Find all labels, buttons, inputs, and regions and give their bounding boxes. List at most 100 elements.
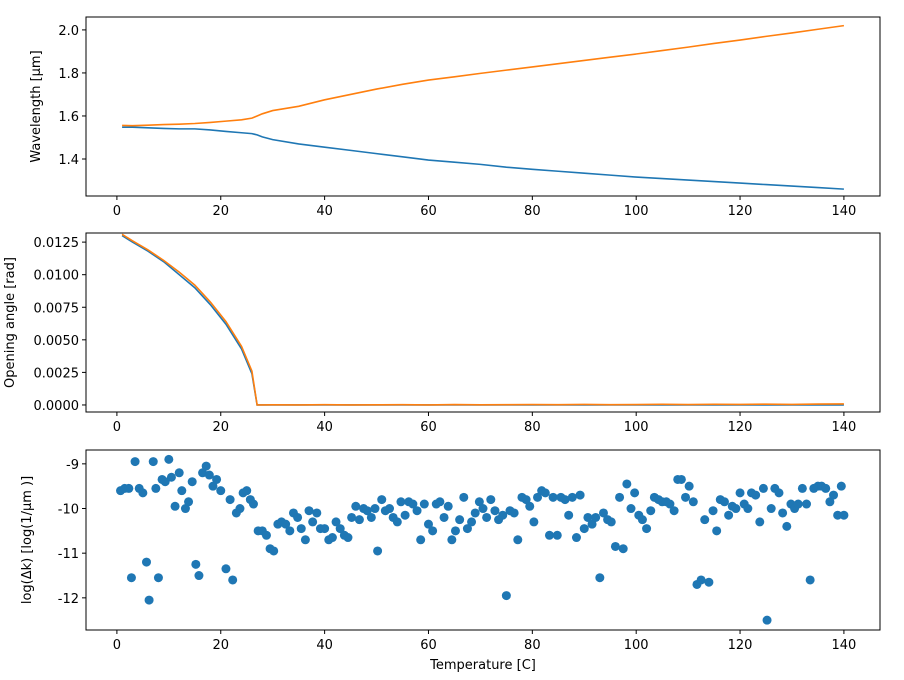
point — [396, 497, 406, 507]
point — [308, 517, 318, 527]
point — [669, 506, 679, 516]
point — [148, 457, 158, 467]
point — [606, 517, 616, 527]
point — [478, 504, 488, 514]
point — [778, 508, 788, 518]
point — [751, 490, 761, 500]
point — [630, 488, 640, 498]
point — [836, 481, 846, 491]
point — [731, 504, 741, 514]
point — [700, 515, 710, 525]
point — [416, 535, 426, 545]
y-tick-label: 1.8 — [58, 67, 79, 82]
point — [579, 524, 589, 534]
point — [450, 526, 460, 536]
point — [304, 506, 314, 516]
point — [708, 506, 718, 516]
x-tick-label: 100 — [624, 420, 649, 435]
point — [567, 492, 577, 502]
point — [327, 533, 337, 543]
point — [198, 468, 208, 478]
point — [724, 510, 734, 520]
point — [174, 468, 184, 478]
x-tick-label: 20 — [212, 204, 229, 219]
point — [248, 499, 258, 509]
point — [201, 461, 211, 471]
point — [821, 483, 831, 493]
point — [560, 495, 570, 505]
point — [646, 506, 656, 516]
y-axis-label: Opening angle [rad] — [3, 257, 18, 388]
point — [474, 497, 484, 507]
point — [529, 517, 539, 527]
point — [225, 495, 235, 505]
y-tick-label: 1.6 — [58, 110, 79, 125]
point — [362, 506, 372, 516]
point — [676, 474, 686, 484]
point — [351, 501, 361, 511]
point — [829, 490, 839, 500]
x-tick-label: 80 — [524, 204, 541, 219]
point — [743, 504, 753, 514]
point — [712, 526, 722, 536]
x-tick-label: 80 — [524, 638, 541, 653]
point — [228, 575, 238, 585]
point — [540, 488, 550, 498]
x-tick-label: 120 — [728, 204, 753, 219]
point — [459, 492, 469, 502]
point — [153, 573, 163, 583]
point — [797, 483, 807, 493]
point — [839, 510, 849, 520]
x-tick-label: 120 — [728, 420, 753, 435]
point — [802, 499, 812, 509]
point — [130, 457, 140, 467]
point — [366, 512, 376, 522]
point — [177, 486, 187, 496]
point — [513, 535, 523, 545]
point — [470, 508, 480, 518]
point — [443, 501, 453, 511]
x-tick-label: 80 — [524, 420, 541, 435]
point — [521, 495, 531, 505]
point — [782, 521, 792, 531]
point — [221, 564, 231, 574]
x-tick-label: 100 — [624, 204, 649, 219]
point — [235, 504, 245, 514]
point — [610, 541, 620, 551]
point — [354, 515, 364, 525]
x-tick-label: 140 — [831, 638, 856, 653]
point — [126, 573, 136, 583]
point — [335, 524, 345, 534]
point — [385, 504, 395, 514]
point — [180, 504, 190, 514]
point — [419, 499, 429, 509]
point — [160, 477, 170, 487]
point — [681, 492, 691, 502]
point — [187, 477, 197, 487]
x-tick-label: 20 — [212, 420, 229, 435]
point — [151, 483, 161, 493]
y-tick-label: 2.0 — [58, 24, 79, 39]
y-tick-label: -11 — [58, 547, 79, 562]
point — [141, 557, 151, 567]
point — [435, 497, 445, 507]
line — [122, 24, 845, 127]
point — [571, 533, 581, 543]
point — [758, 483, 768, 493]
line — [121, 233, 844, 406]
x-tick-label: 60 — [420, 420, 437, 435]
x-tick-label: 0 — [113, 638, 121, 653]
point — [825, 497, 835, 507]
point — [482, 512, 492, 522]
x-tick-label: 140 — [831, 204, 856, 219]
point — [439, 512, 449, 522]
point — [269, 546, 279, 556]
point — [525, 501, 535, 511]
y-tick-label: -12 — [58, 592, 79, 607]
line — [121, 234, 844, 406]
y-tick-label: 0.0075 — [34, 301, 80, 316]
plot-frame — [85, 449, 881, 631]
point — [261, 530, 271, 540]
point — [166, 472, 176, 482]
line — [122, 126, 844, 190]
